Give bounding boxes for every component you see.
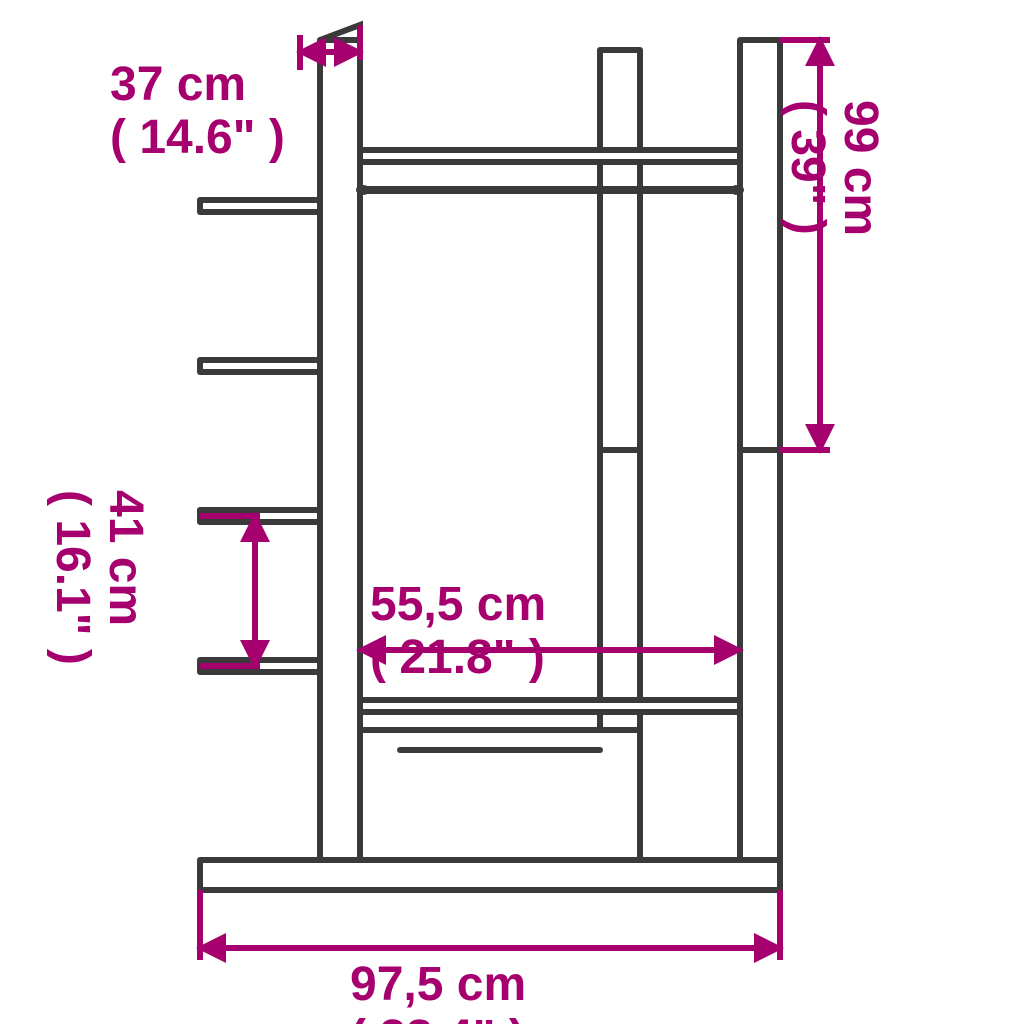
dimension-label: 41 cm( 16.1" ) [46,490,152,665]
dimension-label: 55,5 cm( 21.8" ) [370,578,546,684]
dimension-label: 99 cm( 39" ) [781,100,887,236]
dimension-label: 37 cm( 14.6" ) [110,58,285,164]
dimension-label: 97,5 cm( 38.4" ) [350,958,526,1024]
